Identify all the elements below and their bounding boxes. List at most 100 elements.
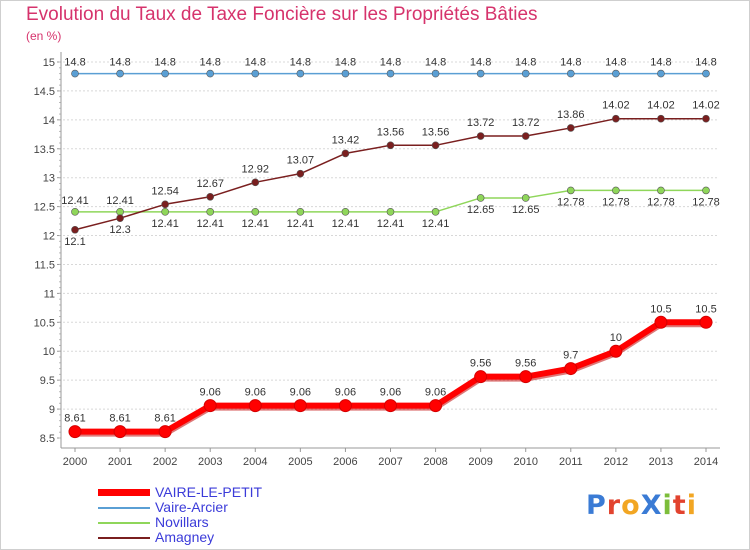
y-tick-label: 13.5 — [34, 144, 55, 156]
data-point — [609, 344, 623, 358]
y-tick-label: 10 — [43, 346, 55, 358]
data-point — [521, 69, 530, 78]
x-tick-label: 2008 — [423, 456, 447, 468]
data-point — [296, 69, 305, 78]
y-tick-label: 9.5 — [40, 375, 55, 387]
data-label: 12.1 — [64, 236, 85, 248]
data-label: 14.8 — [425, 57, 446, 69]
data-point — [338, 399, 352, 413]
logo-letter: i — [662, 490, 673, 521]
data-label: 13.86 — [557, 109, 585, 121]
data-point — [657, 114, 665, 123]
chart-unit: (en %) — [26, 29, 62, 43]
logo-letter: t — [672, 490, 687, 521]
data-label: 12.41 — [422, 218, 450, 230]
y-tick-label: 15 — [43, 57, 55, 69]
y-tick-label: 14.5 — [34, 86, 55, 98]
y-tick-label: 11.5 — [34, 259, 55, 271]
y-tick-label: 8.5 — [40, 433, 55, 445]
data-point — [158, 425, 172, 439]
data-point — [612, 114, 620, 123]
series-lines — [68, 69, 713, 439]
data-point — [566, 124, 575, 132]
data-label: 14.02 — [692, 100, 720, 112]
data-point — [521, 194, 530, 202]
data-point — [476, 69, 485, 78]
data-point — [251, 178, 260, 187]
logo-letter: i — [686, 490, 697, 521]
data-label: 14.8 — [380, 57, 401, 69]
data-point — [431, 208, 440, 216]
data-label: 14.8 — [650, 57, 671, 69]
proxiti-logo: ProXiti — [586, 490, 697, 521]
legend-item: VAIRE-LE-PETIT — [98, 484, 318, 500]
data-point — [431, 69, 440, 78]
data-label: 9.56 — [470, 358, 491, 370]
data-point — [474, 370, 488, 384]
y-tick-label: 12 — [43, 231, 55, 243]
data-point — [116, 214, 124, 222]
data-point — [341, 149, 350, 158]
data-point — [296, 208, 305, 216]
legend-swatch — [98, 537, 150, 539]
data-label: 9.06 — [425, 387, 446, 399]
data-label: 13.42 — [332, 134, 360, 146]
data-point — [657, 69, 665, 78]
y-tick-label: 11 — [44, 288, 55, 300]
x-tick-label: 2003 — [198, 456, 222, 468]
x-tick-label: 2004 — [243, 456, 267, 468]
data-label: 9.7 — [563, 350, 578, 362]
legend-item: Amagney — [98, 529, 318, 545]
data-label: 14.8 — [200, 57, 221, 69]
data-point — [699, 315, 713, 329]
data-point — [519, 370, 533, 384]
data-label: 10.5 — [695, 303, 716, 315]
data-label: 14.8 — [109, 57, 130, 69]
data-label: 9.06 — [380, 387, 401, 399]
data-point — [71, 208, 79, 216]
data-point — [429, 399, 443, 413]
legend-label: Novillars — [155, 514, 209, 530]
legend: VAIRE-LE-PETIT Vaire-Arcier Novillars Amagn… — [98, 484, 318, 545]
data-label: 13.56 — [422, 126, 450, 138]
x-tick-label: 2002 — [153, 456, 177, 468]
x-tick-label: 2009 — [468, 456, 492, 468]
data-label: 14.8 — [245, 57, 266, 69]
data-label: 14.8 — [470, 57, 491, 69]
data-label: 12.41 — [106, 195, 134, 207]
data-label: 12.41 — [151, 218, 179, 230]
data-point — [702, 69, 710, 78]
data-label: 12.41 — [242, 218, 270, 230]
legend-item: Novillars — [98, 514, 318, 530]
data-label: 13.56 — [377, 126, 405, 138]
data-label: 12.41 — [196, 218, 224, 230]
data-point — [251, 69, 260, 78]
x-tick-label: 2013 — [649, 456, 673, 468]
data-point — [161, 208, 169, 216]
data-label: 10 — [610, 332, 622, 344]
data-point — [293, 399, 307, 413]
data-point — [116, 208, 124, 216]
data-label: 8.61 — [154, 413, 175, 425]
data-point — [203, 399, 217, 413]
data-label: 14.8 — [335, 57, 356, 69]
data-label: 9.06 — [335, 387, 356, 399]
data-point — [521, 132, 530, 140]
data-point — [71, 69, 79, 78]
data-point — [248, 399, 262, 413]
data-point — [296, 169, 305, 178]
data-label: 14.02 — [602, 100, 630, 112]
legend-swatch — [98, 507, 150, 509]
y-tick-label: 12.5 — [34, 202, 55, 214]
data-point — [566, 186, 575, 195]
data-point — [341, 69, 350, 78]
data-label: 9.06 — [200, 387, 221, 399]
data-label: 12.54 — [151, 185, 179, 197]
data-label: 12.3 — [109, 224, 130, 236]
x-tick-label: 2011 — [559, 456, 583, 468]
data-label: 12.78 — [557, 196, 585, 208]
x-tick-label: 2000 — [63, 456, 87, 468]
data-label: 14.8 — [515, 57, 536, 69]
legend-item: Vaire-Arcier — [98, 499, 318, 515]
